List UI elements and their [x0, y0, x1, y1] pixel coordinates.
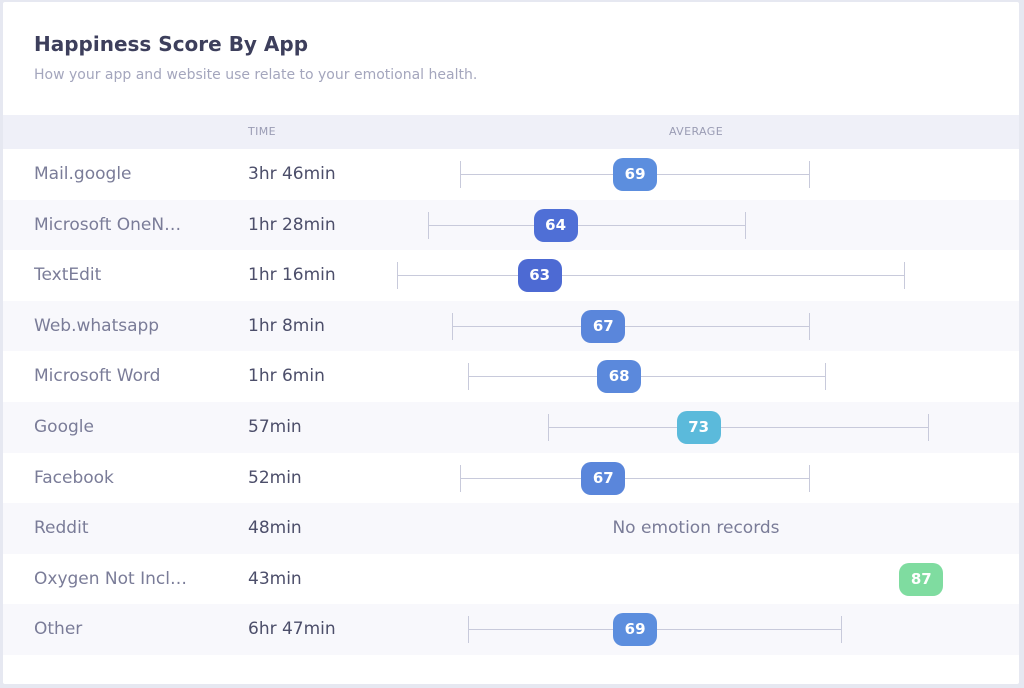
average-score-badge: 73 [676, 410, 721, 444]
table-row[interactable]: Microsoft OneN… 1hr 28min 64 [3, 199, 1019, 251]
app-time: 3hr 46min [248, 164, 336, 184]
table-row[interactable]: Other 6hr 47min 69 [3, 604, 1019, 655]
app-time: 6hr 47min [248, 619, 336, 640]
score-range [428, 211, 747, 239]
table-row[interactable]: Reddit 48min No emotion records [3, 503, 1019, 554]
score-range [452, 312, 810, 340]
score-range [547, 413, 930, 441]
app-time: 57min [248, 416, 302, 437]
score-range [460, 464, 810, 492]
card-subtitle: How your app and website use relate to y… [34, 67, 478, 83]
average-score-badge: 69 [613, 613, 658, 647]
table-header: TIME AVERAGE [3, 115, 1019, 149]
average-score-badge: 67 [581, 461, 626, 495]
app-table-body: Mail.google 3hr 46min 69 Microsoft OneN…… [3, 149, 1019, 655]
table-row[interactable]: Web.whatsapp 1hr 8min 67 [3, 300, 1019, 352]
app-name: Microsoft OneN… [34, 214, 182, 235]
average-score-badge: 64 [533, 208, 578, 242]
app-name: Reddit [34, 518, 89, 539]
average-score-badge: 87 [899, 562, 944, 596]
score-range [396, 262, 906, 290]
average-score-badge: 69 [613, 158, 658, 191]
table-row[interactable]: TextEdit 1hr 16min 63 [3, 250, 1019, 301]
app-name: Oxygen Not Incl… [34, 568, 187, 589]
app-time: 1hr 8min [248, 315, 325, 336]
score-range [468, 363, 826, 391]
table-row[interactable]: Google 57min 73 [3, 401, 1019, 453]
app-time: 1hr 28min [248, 214, 336, 235]
app-time: 48min [248, 518, 302, 539]
table-row[interactable]: Mail.google 3hr 46min 69 [3, 149, 1019, 200]
card-title: Happiness Score By App [34, 32, 309, 56]
average-score-badge: 63 [517, 259, 562, 293]
table-row[interactable]: Oxygen Not Incl… 43min 87 [3, 554, 1019, 605]
column-header-time: TIME [248, 125, 277, 138]
no-emotion-records-text: No emotion records [612, 518, 780, 539]
app-name: Google [34, 416, 94, 437]
table-row[interactable]: Microsoft Word 1hr 6min 68 [3, 351, 1019, 402]
app-name: Other [34, 619, 83, 640]
app-time: 1hr 16min [248, 265, 336, 286]
average-score-badge: 67 [581, 309, 626, 343]
app-name: Web.whatsapp [34, 315, 160, 336]
app-time: 52min [248, 467, 302, 488]
app-name: Microsoft Word [34, 366, 161, 387]
app-time: 1hr 6min [248, 366, 325, 387]
happiness-card: Happiness Score By App How your app and … [3, 2, 1019, 684]
app-name: Facebook [34, 467, 114, 488]
column-header-average: AVERAGE [668, 125, 724, 138]
average-score-badge: 68 [597, 360, 642, 394]
table-row[interactable]: Facebook 52min 67 [3, 453, 1019, 504]
app-name: Mail.google [34, 164, 132, 184]
app-time: 43min [248, 568, 302, 589]
app-name: TextEdit [34, 265, 102, 286]
